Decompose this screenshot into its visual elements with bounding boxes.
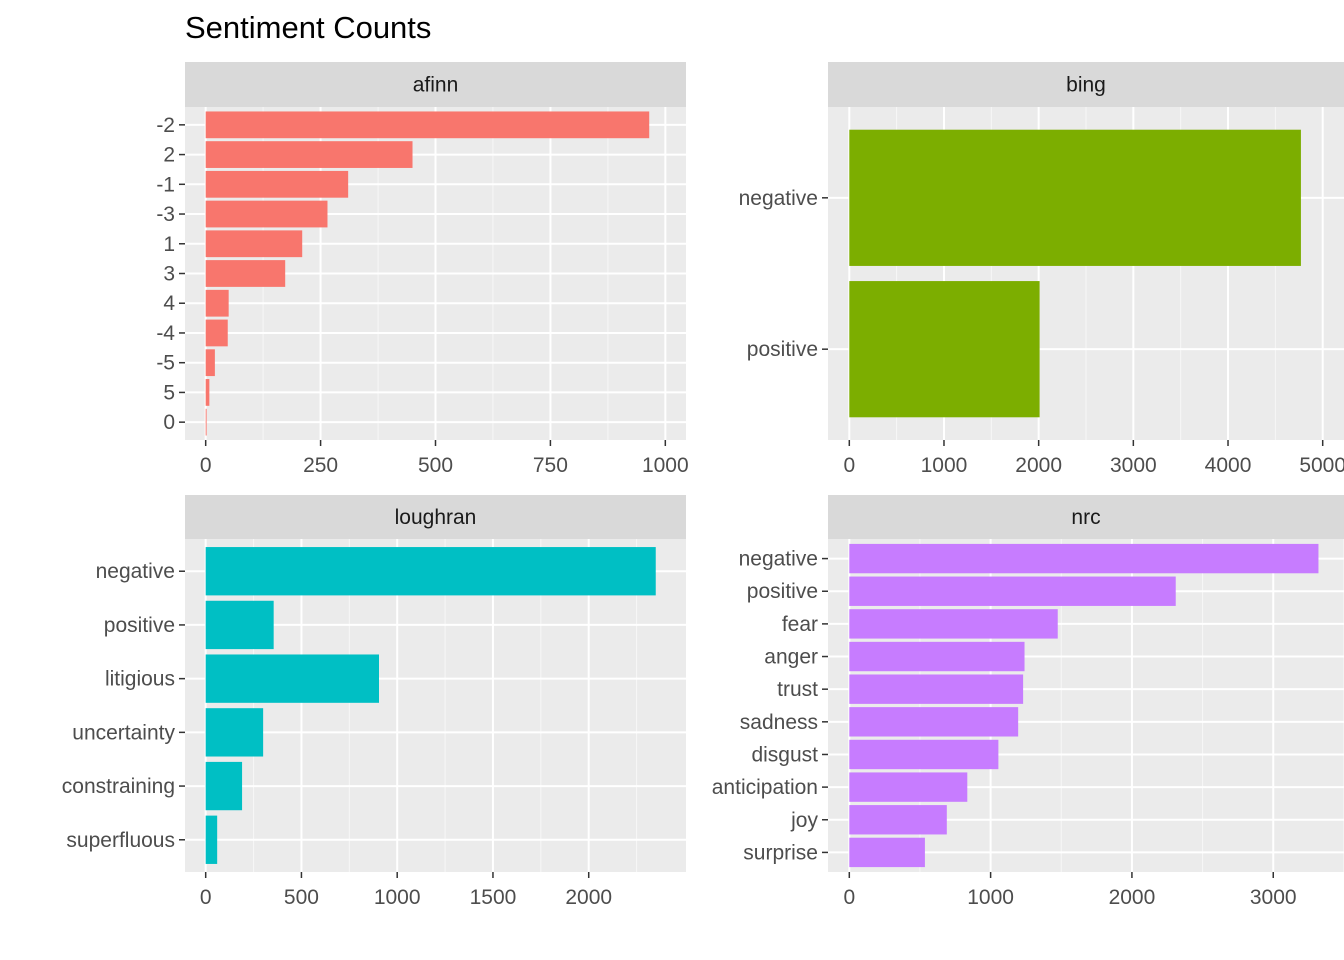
bar-nrc-5 xyxy=(849,707,1019,737)
y-tick-label: trust xyxy=(777,678,818,701)
bar-loughran-2 xyxy=(205,654,380,703)
bar-nrc-3 xyxy=(849,641,1025,672)
bar-afinn-1 xyxy=(205,141,413,168)
y-tick-label: 5 xyxy=(163,381,175,404)
y-tick-label: negative xyxy=(739,548,818,571)
bar-nrc-6 xyxy=(849,739,999,770)
bar-afinn-8 xyxy=(205,349,215,377)
x-tick-label: 3000 xyxy=(1250,886,1297,909)
x-tick-label: 0 xyxy=(200,886,212,909)
y-tick-label: -2 xyxy=(156,114,175,137)
strip-label: bing xyxy=(1066,74,1106,97)
panel-loughran: loughran negative positive litigious uncerta… xyxy=(62,495,686,909)
y-tick-label: 2 xyxy=(163,144,175,167)
y-tick-label: joy xyxy=(790,809,818,832)
bar-afinn-6 xyxy=(205,289,229,317)
bar-bing-1 xyxy=(849,281,1040,418)
y-tick-label: superfluous xyxy=(66,829,175,852)
bar-loughran-4 xyxy=(205,761,243,811)
y-tick-label: disgust xyxy=(751,743,818,766)
x-tick-label: 0 xyxy=(200,454,212,477)
x-tick-label: 500 xyxy=(418,454,453,477)
bar-nrc-2 xyxy=(849,609,1058,639)
strip-afinn xyxy=(185,62,686,107)
bar-nrc-7 xyxy=(849,772,968,802)
bar-loughran-0 xyxy=(205,547,656,596)
x-tick-label: 250 xyxy=(303,454,338,477)
x-tick-label: 1000 xyxy=(967,886,1014,909)
bar-afinn-10 xyxy=(205,408,207,436)
y-tick-label: 3 xyxy=(163,263,175,286)
x-tick-label: 1000 xyxy=(921,454,968,477)
x-tick-label: 2000 xyxy=(1109,886,1156,909)
strip-label: nrc xyxy=(1071,506,1100,529)
y-tick-label: anticipation xyxy=(712,776,818,799)
bar-loughran-5 xyxy=(205,815,218,864)
x-tick-label: 2000 xyxy=(1015,454,1062,477)
x-tick-label: 5000 xyxy=(1299,454,1344,477)
bar-nrc-9 xyxy=(849,837,925,868)
bar-afinn-0 xyxy=(205,111,650,139)
strip-nrc xyxy=(828,495,1344,539)
bar-nrc-1 xyxy=(849,576,1176,606)
x-tick-label: 750 xyxy=(533,454,568,477)
bar-afinn-4 xyxy=(205,230,303,258)
bar-afinn-2 xyxy=(205,170,349,198)
x-tick-label: 3000 xyxy=(1110,454,1157,477)
bar-afinn-3 xyxy=(205,200,328,228)
bar-bing-0 xyxy=(849,129,1301,266)
x-tick-label: 500 xyxy=(284,886,319,909)
y-tick-label: 0 xyxy=(163,411,175,434)
strip-label: afinn xyxy=(413,74,459,97)
x-tick-label: 4000 xyxy=(1205,454,1252,477)
x-tick-label: 0 xyxy=(843,886,855,909)
y-tick-label: uncertainty xyxy=(72,721,175,744)
strip-label: loughran xyxy=(395,506,477,529)
strip-bing xyxy=(828,62,1344,107)
x-tick-label: 1000 xyxy=(374,886,421,909)
y-tick-label: -4 xyxy=(156,322,175,345)
panel-nrc: nrc negative positive fear anger trust sadness… xyxy=(712,495,1344,909)
y-tick-label: litigious xyxy=(105,668,175,691)
y-tick-label: positive xyxy=(747,580,818,603)
bar-nrc-0 xyxy=(849,543,1319,574)
y-tick-label: negative xyxy=(96,560,175,583)
bar-nrc-4 xyxy=(849,674,1024,704)
strip-loughran xyxy=(185,495,686,539)
y-tick-label: constraining xyxy=(62,775,175,798)
bar-nrc-8 xyxy=(849,805,947,835)
y-tick-label: -1 xyxy=(156,173,175,196)
panel-bing: bing negative positive 0 1000 2000 3000 4000 500… xyxy=(739,62,1344,477)
bar-loughran-3 xyxy=(205,708,264,757)
y-tick-label: 4 xyxy=(163,292,175,315)
x-tick-label: 1500 xyxy=(470,886,517,909)
y-tick-label: surprise xyxy=(743,841,818,864)
y-tick-label: 1 xyxy=(163,233,175,256)
y-tick-label: sadness xyxy=(740,711,818,734)
y-tick-label: -5 xyxy=(156,352,175,375)
y-tick-label: negative xyxy=(739,187,818,210)
x-tick-label: 1000 xyxy=(642,454,689,477)
bar-afinn-5 xyxy=(205,260,286,287)
bar-afinn-7 xyxy=(205,319,228,347)
y-tick-label: positive xyxy=(104,614,175,637)
x-tick-label: 2000 xyxy=(565,886,612,909)
bar-loughran-1 xyxy=(205,600,274,650)
chart-title: Sentiment Counts xyxy=(185,10,432,45)
x-tick-label: 0 xyxy=(843,454,855,477)
y-tick-label: fear xyxy=(782,613,818,636)
y-tick-label: anger xyxy=(764,646,818,669)
y-tick-label: positive xyxy=(747,338,818,361)
y-tick-label: -3 xyxy=(156,203,175,226)
bar-afinn-9 xyxy=(205,379,210,406)
